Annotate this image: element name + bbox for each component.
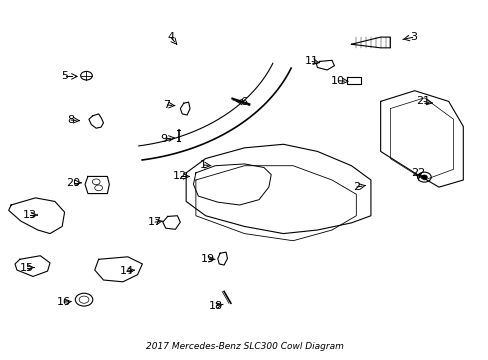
- Text: 11: 11: [304, 57, 318, 66]
- Text: 5: 5: [61, 71, 68, 81]
- Text: 12: 12: [173, 171, 187, 181]
- Text: 4: 4: [167, 32, 174, 42]
- Text: 16: 16: [57, 297, 70, 307]
- Text: 22: 22: [410, 168, 425, 178]
- Text: 6: 6: [240, 97, 246, 107]
- Text: 8: 8: [67, 115, 74, 125]
- Text: 2: 2: [352, 182, 359, 192]
- Text: 18: 18: [209, 301, 223, 311]
- Text: 13: 13: [22, 210, 37, 220]
- Text: 10: 10: [330, 76, 344, 86]
- Text: 7: 7: [163, 100, 170, 110]
- Text: 14: 14: [120, 266, 134, 276]
- Text: 19: 19: [201, 254, 215, 264]
- Text: 2017 Mercedes-Benz SLC300 Cowl Diagram: 2017 Mercedes-Benz SLC300 Cowl Diagram: [145, 342, 343, 351]
- Text: 3: 3: [409, 32, 416, 42]
- Text: 1: 1: [199, 160, 206, 170]
- Circle shape: [421, 175, 427, 179]
- Text: 20: 20: [66, 178, 80, 188]
- Text: 17: 17: [147, 217, 161, 227]
- Text: 9: 9: [161, 134, 167, 144]
- Text: 21: 21: [415, 96, 429, 107]
- Text: 15: 15: [20, 262, 34, 273]
